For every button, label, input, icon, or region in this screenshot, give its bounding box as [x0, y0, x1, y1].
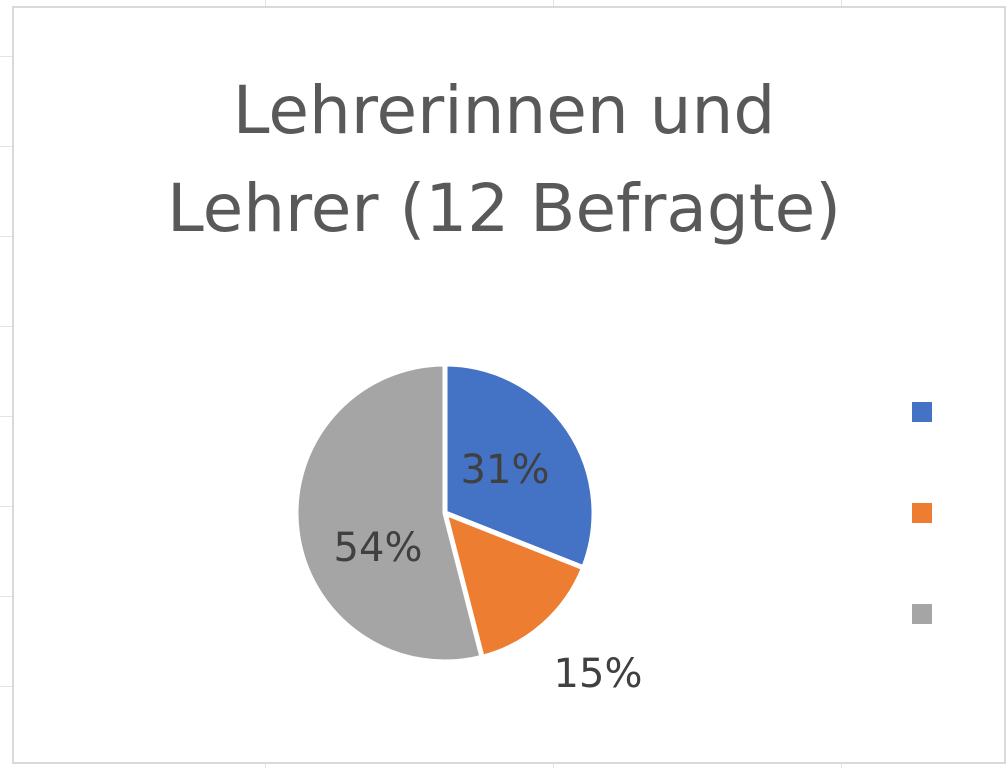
legend-marker-3 [912, 604, 932, 624]
legend-marker-1 [912, 402, 932, 422]
pie-slice-1[interactable] [442, 361, 597, 571]
data-label-3: 54% [334, 525, 423, 571]
data-label-1: 31% [461, 447, 550, 493]
chart-title: Lehrerinnen und Lehrer (12 Befragte) [167, 72, 841, 247]
pie-slice-2[interactable] [442, 510, 587, 660]
data-label-2: 15% [554, 651, 643, 697]
pie-slice-3[interactable] [293, 361, 485, 665]
legend-marker-2 [912, 503, 932, 523]
